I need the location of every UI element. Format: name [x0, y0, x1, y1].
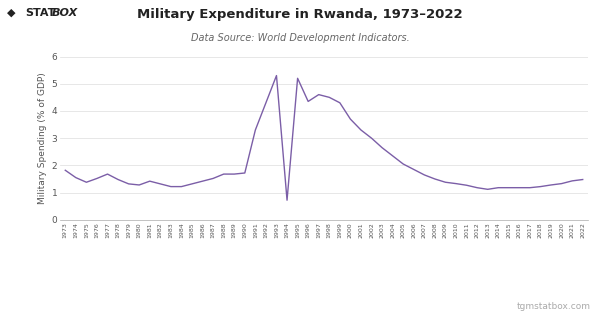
Text: BOX: BOX: [52, 8, 79, 18]
Text: Military Expenditure in Rwanda, 1973–2022: Military Expenditure in Rwanda, 1973–202…: [137, 8, 463, 21]
Y-axis label: Military Spending (% of GDP): Military Spending (% of GDP): [38, 72, 47, 204]
Text: ◆: ◆: [7, 8, 16, 18]
Text: Data Source: World Development Indicators.: Data Source: World Development Indicator…: [191, 33, 409, 43]
Text: STAT: STAT: [25, 8, 56, 18]
Text: tgmstatbox.com: tgmstatbox.com: [517, 302, 591, 311]
